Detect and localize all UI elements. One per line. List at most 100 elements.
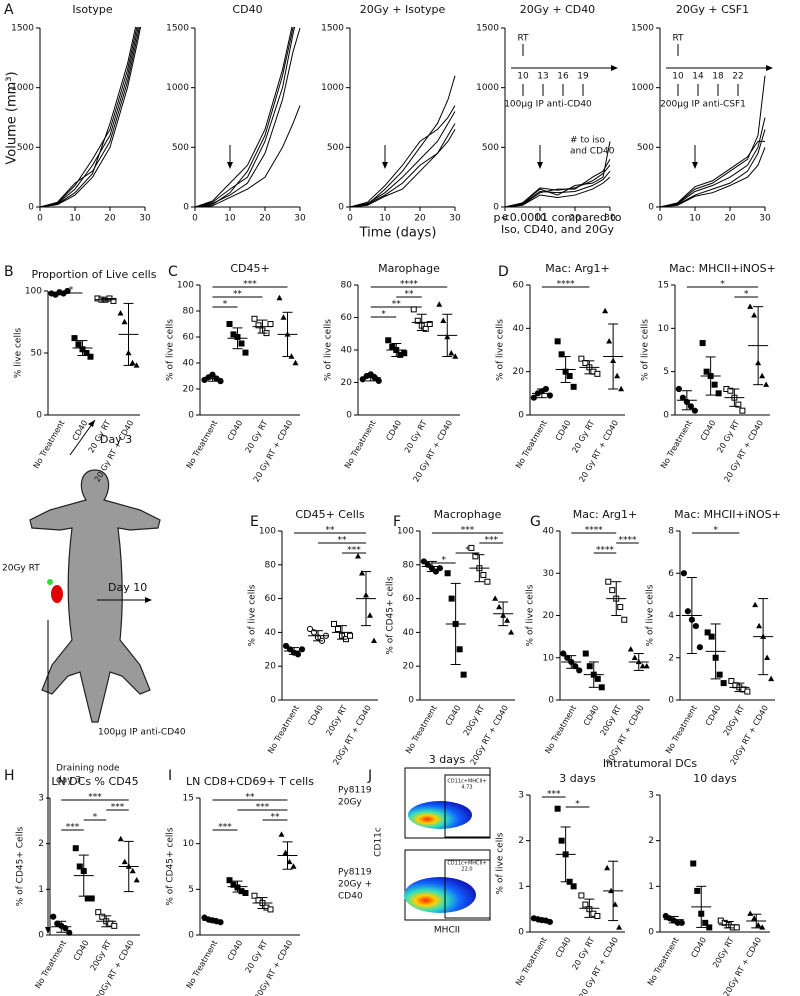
x-tick-label: 30 (759, 214, 771, 224)
x-tick-label: 0 (192, 214, 198, 224)
x-tick-label: No Treatment (646, 936, 681, 987)
timeline-day: 10 (672, 72, 684, 82)
data-point (72, 845, 79, 852)
growth-curve (40, 27, 139, 208)
y-tick-label: 60 (183, 333, 195, 343)
data-point (744, 688, 751, 695)
x-tick-label: 10 (689, 214, 701, 224)
data-point (238, 340, 245, 347)
y-tick-label: 0 (648, 203, 654, 213)
data-point (444, 570, 451, 577)
data-point (694, 887, 701, 894)
data-point (606, 338, 613, 344)
y-tick-label: 20 (183, 385, 195, 395)
data-point (759, 372, 766, 379)
y-tick-label: 1000 (166, 83, 189, 93)
y-tick-label: 5 (188, 885, 194, 895)
data-point (480, 571, 487, 578)
significance-label: *** (461, 526, 475, 536)
data-point (756, 622, 763, 629)
panel-letter: B (4, 264, 14, 280)
data-point (708, 633, 715, 640)
x-tick-label: CD40 (384, 419, 403, 442)
y-tick-label: 6 (668, 569, 674, 579)
x-tick-label: 30 (449, 214, 461, 224)
data-point (492, 595, 499, 601)
data-point (111, 922, 118, 929)
sample-label: 20Gy + (338, 880, 372, 890)
gate-frequency: 22.0 (461, 867, 472, 873)
y-tick-label: 0 (38, 931, 44, 941)
data-point (414, 317, 421, 324)
y-axis-label: % of live cells (496, 319, 506, 381)
x-tick-label: 20 (259, 214, 271, 224)
y-tick-label: 1000 (11, 83, 34, 93)
data-point (618, 385, 625, 392)
y-tick-label: 10 (543, 653, 555, 663)
x-tick-label: CD40 (689, 936, 708, 959)
growth-curve (350, 75, 456, 208)
data-point (448, 350, 455, 356)
y-tick-label: 4 (668, 611, 674, 621)
x-tick-label: 20 Gy RT (570, 936, 596, 972)
growth-curve (195, 27, 296, 208)
significance-label: ** (392, 300, 402, 310)
data-point (267, 321, 274, 327)
growth-curve (350, 111, 456, 208)
x-tick-label: 20 (724, 214, 736, 224)
x-tick-label: 0 (347, 214, 353, 224)
chart-title: Marophage (378, 262, 440, 275)
y-axis-label: Volume (mm³) (5, 71, 20, 164)
x-tick-label: No Treatment (514, 419, 549, 470)
growth-curve (40, 27, 138, 208)
x-tick-label: CD40 (554, 936, 573, 959)
significance-label: **** (557, 280, 576, 290)
y-tick-label: 500 (172, 143, 189, 153)
chart-title: 20Gy + Isotype (360, 3, 446, 16)
y-tick-label: 0 (36, 411, 42, 421)
section-heading: Intratumoral DCs (603, 757, 697, 770)
y-axis-label: % live cells (14, 328, 24, 379)
y-tick-label: 0 (346, 411, 352, 421)
chart-title: Mac: MHCII+iNOS+ (674, 508, 781, 521)
growth-curve (660, 129, 766, 208)
data-point (728, 677, 735, 684)
significance-label: * (720, 280, 725, 290)
data-point (605, 578, 612, 585)
y-tick-label: 500 (17, 143, 34, 153)
x-tick-label: 30 (139, 214, 151, 224)
data-point (739, 407, 746, 414)
significance-label: *** (218, 823, 232, 833)
data-point (690, 860, 697, 867)
data-point (680, 570, 687, 577)
data-point (290, 863, 297, 869)
treatment-arrow-head (382, 162, 388, 169)
y-tick-label: 1000 (321, 83, 344, 93)
x-tick-label: 10 (379, 214, 391, 224)
y-tick-label: 2 (518, 836, 524, 846)
y-tick-label: 3 (518, 791, 524, 801)
schematic-label: 20Gy RT (2, 564, 40, 574)
data-point (129, 867, 136, 874)
data-point (582, 650, 589, 657)
data-point (594, 370, 601, 377)
treatment-arrow-head (227, 162, 233, 169)
x-tick-label: 20Gy RT (599, 704, 624, 738)
y-tick-label: 3 (648, 791, 654, 801)
x-tick-label: 30 (604, 214, 616, 224)
timeline-day: 10 (517, 72, 529, 82)
data-point (768, 675, 775, 682)
x-tick-label: No Treatment (33, 939, 68, 990)
timeline-day: 19 (577, 72, 589, 82)
x-tick-label: CD40 (72, 939, 91, 962)
data-point (50, 913, 57, 920)
x-tick-label: 20 (414, 214, 426, 224)
y-tick-label: 40 (265, 628, 277, 638)
panel-letter: H (4, 768, 15, 784)
data-point (282, 642, 290, 650)
x-tick-label: CD40 (554, 419, 573, 442)
significance-label: *** (243, 280, 257, 290)
x-tick-label: 20 Gy RT (244, 939, 270, 975)
data-point (747, 303, 754, 309)
y-tick-label: 40 (341, 346, 353, 356)
